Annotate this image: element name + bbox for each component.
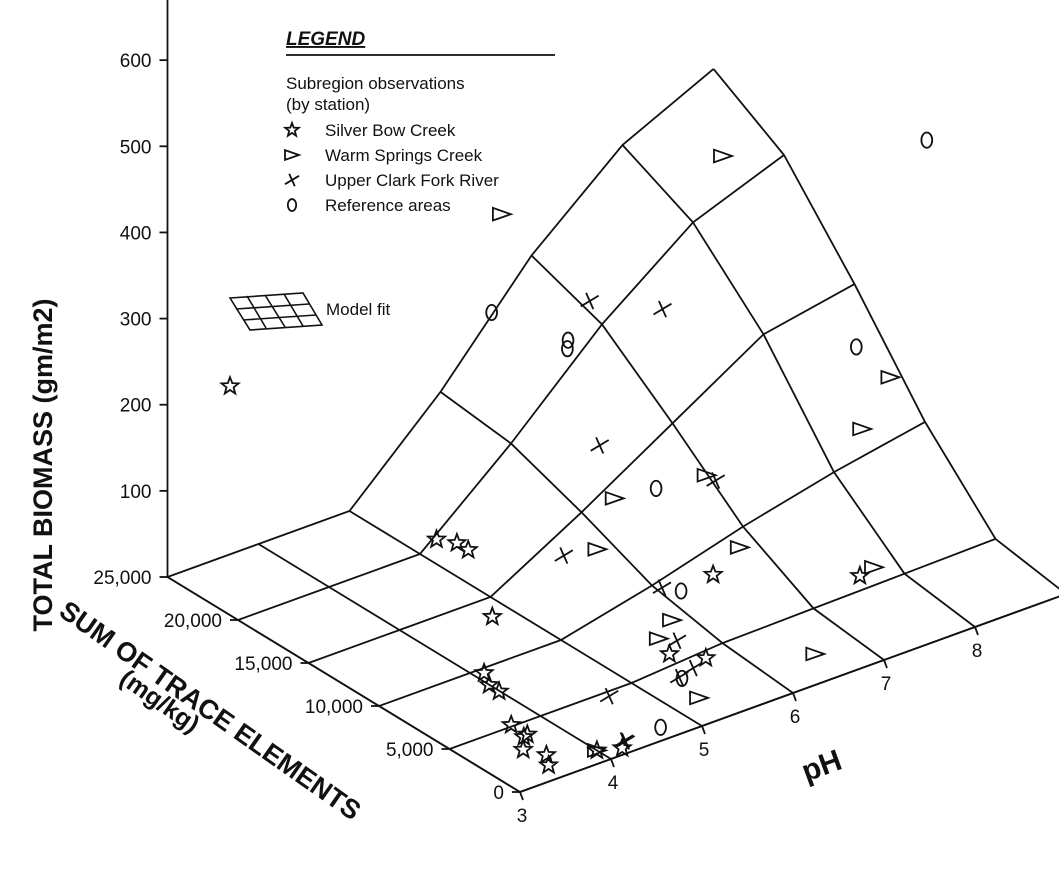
ph-tick-label: 6 [790, 707, 801, 728]
surface-grid-line-ph [168, 577, 521, 792]
data-point-star [661, 645, 678, 661]
data-point-star [222, 377, 239, 393]
observation-points [222, 132, 933, 772]
data-point-triangle [865, 561, 883, 574]
data-point-triangle [650, 632, 668, 645]
data-point-plus [654, 301, 672, 317]
legend-entry-label: Silver Bow Creek [325, 121, 456, 140]
data-point-triangle [881, 371, 899, 384]
surface-grid-line-ph [532, 256, 885, 661]
z-axis-title: TOTAL BIOMASS (gm/m2) [28, 298, 58, 631]
biomass-tick-label: 400 [120, 223, 152, 244]
legend-triangle-icon [285, 150, 299, 160]
surface-grid-line-ph [350, 511, 703, 726]
model-surface [168, 69, 1059, 792]
data-point-triangle [731, 541, 749, 554]
data-point-triangle [588, 543, 606, 556]
surface-grid-line-ph [441, 392, 794, 693]
data-point-star [484, 608, 501, 624]
data-point-star [448, 534, 465, 550]
legend-entry-label: Upper Clark Fork River [325, 171, 499, 190]
surface-grid-line-ph [714, 69, 1059, 594]
ph-tick-label: 8 [972, 641, 983, 662]
ph-tick-mark [793, 693, 796, 701]
axes-layer [168, 0, 1059, 792]
legend-title: LEGEND [286, 29, 365, 50]
legend: LEGEND Subregion observations (by statio… [230, 29, 555, 330]
data-point-triangle [690, 692, 708, 705]
legend-circle-icon [288, 199, 296, 211]
ph-tick-mark [520, 792, 523, 800]
legend-entries: Silver Bow Creek Warm Springs Creek Upper … [285, 121, 499, 215]
data-point-plus [555, 547, 573, 563]
biomass-tick-label: 300 [120, 310, 152, 331]
legend-plus-icon [285, 174, 299, 187]
legend-star-icon [285, 123, 298, 136]
ph-tick-mark [611, 759, 614, 767]
data-point-circle [655, 720, 666, 735]
data-point-triangle [806, 648, 824, 661]
legend-entry-label: Warm Springs Creek [325, 146, 483, 165]
trace-tick-label: 0 [493, 783, 504, 804]
data-point-circle [676, 583, 687, 598]
legend-model-label: Model fit [326, 300, 391, 319]
legend-entry-label: Reference areas [325, 196, 451, 215]
data-point-circle [921, 132, 932, 147]
trace-tick-label: 15,000 [234, 654, 292, 675]
ph-tick-mark [884, 660, 887, 668]
ph-tick-label: 7 [881, 674, 892, 695]
trace-tick-label: 10,000 [305, 697, 363, 718]
legend-subtitle-line-2: (by station) [286, 95, 370, 114]
trace-tick-label: 20,000 [164, 611, 222, 632]
surface-grid-line-trace [520, 594, 1059, 792]
ph-tick-mark [975, 627, 978, 635]
biomass-tick-label: 500 [120, 137, 152, 158]
data-point-star [851, 567, 868, 583]
legend-model-fit: Model fit [230, 293, 391, 330]
trace-tick-label: 25,000 [93, 568, 151, 589]
data-point-triangle [853, 423, 871, 436]
ph-tick-label: 5 [699, 740, 710, 761]
surface-grid-line-trace [238, 155, 784, 620]
ph-axis-line [520, 581, 1059, 792]
data-point-star [697, 649, 714, 665]
data-point-triangle [714, 150, 732, 163]
ph-tick-label: 3 [517, 806, 528, 827]
biomass-tick-label: 200 [120, 396, 152, 417]
data-point-circle [851, 339, 862, 354]
ph-tick-mark [702, 726, 705, 734]
trace-tick-label: 5,000 [386, 740, 434, 761]
model-fit-grid-icon [230, 293, 322, 330]
data-point-triangle [493, 208, 511, 221]
surface-grid-line-ph [259, 544, 612, 759]
surface-grid-line-trace [379, 422, 925, 706]
data-point-triangle [606, 492, 624, 505]
biomass-tick-label: 100 [120, 482, 152, 503]
surface-grid-line-trace [309, 284, 855, 663]
data-point-triangle [663, 614, 681, 627]
biomass-tick-label: 600 [120, 51, 152, 72]
ph-tick-label: 4 [608, 773, 619, 794]
data-point-plus [591, 437, 609, 453]
data-point-circle [486, 305, 497, 320]
data-point-star [428, 530, 445, 546]
data-point-circle [651, 481, 662, 496]
surface-grid-line-ph [623, 145, 976, 627]
data-point-star [705, 566, 722, 582]
x-axis-title: pH [797, 744, 846, 789]
legend-subtitle-line-1: Subregion observations [286, 74, 465, 93]
